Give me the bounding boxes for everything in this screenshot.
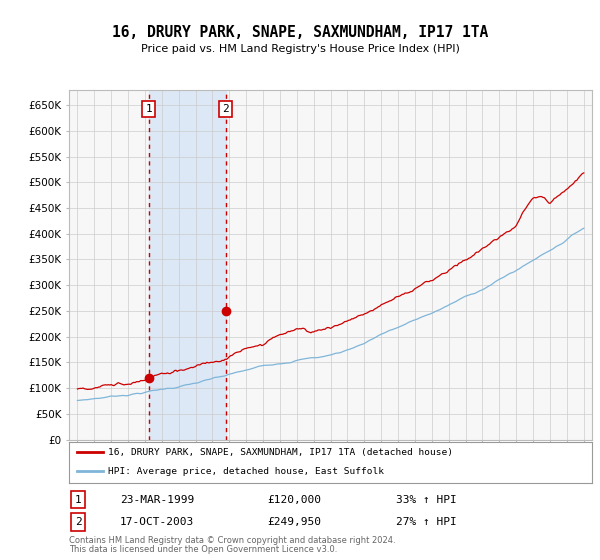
Text: 2: 2 — [223, 104, 229, 114]
Text: 33% ↑ HPI: 33% ↑ HPI — [396, 494, 457, 505]
Text: 27% ↑ HPI: 27% ↑ HPI — [396, 517, 457, 527]
Text: 1: 1 — [74, 494, 82, 505]
Text: 2: 2 — [74, 517, 82, 527]
Text: 17-OCT-2003: 17-OCT-2003 — [120, 517, 194, 527]
Bar — [149, 90, 226, 440]
Text: £249,950: £249,950 — [267, 517, 321, 527]
Text: 1: 1 — [145, 104, 152, 114]
Text: 23-MAR-1999: 23-MAR-1999 — [120, 494, 194, 505]
Text: HPI: Average price, detached house, East Suffolk: HPI: Average price, detached house, East… — [108, 467, 384, 476]
Text: Price paid vs. HM Land Registry's House Price Index (HPI): Price paid vs. HM Land Registry's House … — [140, 44, 460, 54]
Text: 16, DRURY PARK, SNAPE, SAXMUNDHAM, IP17 1TA: 16, DRURY PARK, SNAPE, SAXMUNDHAM, IP17 … — [112, 25, 488, 40]
Text: Contains HM Land Registry data © Crown copyright and database right 2024.: Contains HM Land Registry data © Crown c… — [69, 536, 395, 545]
Text: 16, DRURY PARK, SNAPE, SAXMUNDHAM, IP17 1TA (detached house): 16, DRURY PARK, SNAPE, SAXMUNDHAM, IP17 … — [108, 448, 453, 457]
Text: £120,000: £120,000 — [267, 494, 321, 505]
Text: This data is licensed under the Open Government Licence v3.0.: This data is licensed under the Open Gov… — [69, 545, 337, 554]
